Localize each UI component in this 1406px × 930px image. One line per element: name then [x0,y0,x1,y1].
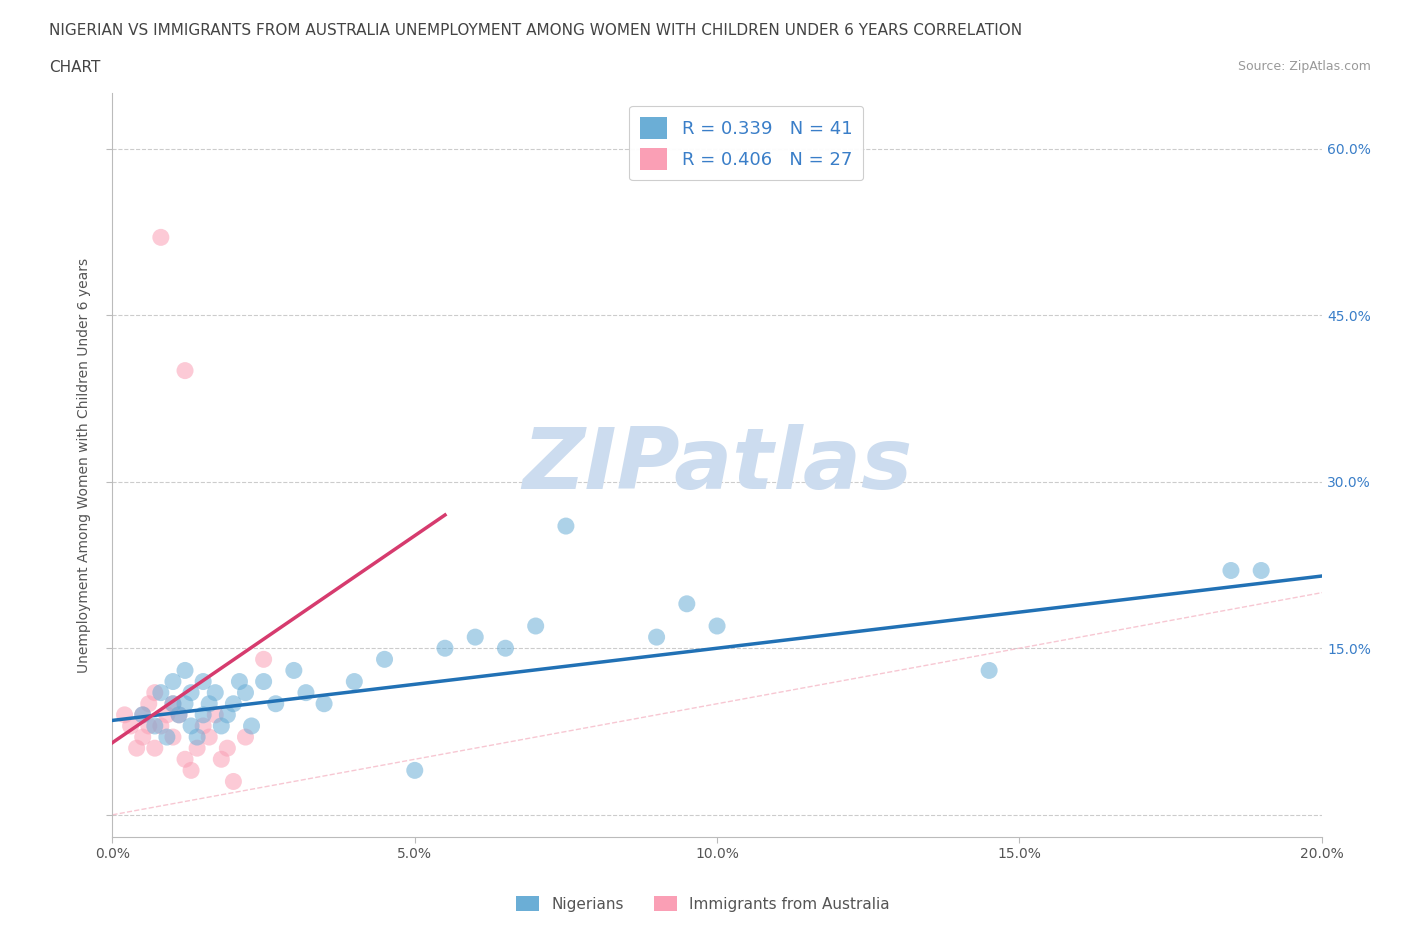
Point [209,719,232,734]
Point [156,730,179,745]
Y-axis label: Unemployment Among Women with Children Under 6 years: Unemployment Among Women with Children U… [77,258,91,672]
Point [186,730,208,745]
Point [198,730,221,745]
Point [374,652,396,667]
Legend: R = 0.339   N = 41, R = 0.406   N = 27: R = 0.339 N = 41, R = 0.406 N = 27 [630,106,863,180]
Point [314,697,336,711]
Point [222,697,245,711]
Point [240,719,263,734]
Point [162,697,184,711]
Point [204,685,226,700]
Point [162,674,184,689]
Point [977,663,1000,678]
Point [132,708,155,723]
Point [143,719,166,734]
Point [174,751,197,766]
Point [264,697,287,711]
Point [675,596,697,611]
Point [156,708,179,723]
Point [464,630,486,644]
Point [174,697,197,711]
Point [295,685,318,700]
Point [191,719,214,734]
Point [191,674,214,689]
Point [149,230,172,245]
Point [235,685,257,700]
Point [114,708,136,723]
Point [125,740,148,755]
Point [1250,563,1272,578]
Point [180,685,202,700]
Point [143,740,166,755]
Point [174,663,197,678]
Point [149,685,172,700]
Point [162,730,184,745]
Point [120,719,142,734]
Point [180,763,202,777]
Text: CHART: CHART [49,60,101,75]
Point [524,618,547,633]
Point [167,708,190,723]
Point [228,674,250,689]
Point [645,630,668,644]
Point [132,708,155,723]
Text: NIGERIAN VS IMMIGRANTS FROM AUSTRALIA UNEMPLOYMENT AMONG WOMEN WITH CHILDREN UND: NIGERIAN VS IMMIGRANTS FROM AUSTRALIA UN… [49,23,1022,38]
Point [138,697,160,711]
Point [217,740,239,755]
Point [1220,563,1243,578]
Point [433,641,456,656]
Point [253,674,276,689]
Text: Source: ZipAtlas.com: Source: ZipAtlas.com [1237,60,1371,73]
Point [149,719,172,734]
Point [235,730,257,745]
Point [554,519,576,534]
Point [343,674,366,689]
Point [222,774,245,789]
Point [167,708,190,723]
Point [138,719,160,734]
Point [706,618,728,633]
Point [180,719,202,734]
Point [204,708,226,723]
Point [283,663,305,678]
Point [191,708,214,723]
Legend: Nigerians, Immigrants from Australia: Nigerians, Immigrants from Australia [510,889,896,918]
Point [162,697,184,711]
Point [495,641,517,656]
Point [209,751,232,766]
Point [132,730,155,745]
Point [253,652,276,667]
Point [217,708,239,723]
Text: ZIPatlas: ZIPatlas [522,423,912,507]
Point [174,364,197,379]
Point [186,740,208,755]
Point [404,763,426,777]
Point [198,697,221,711]
Point [143,685,166,700]
